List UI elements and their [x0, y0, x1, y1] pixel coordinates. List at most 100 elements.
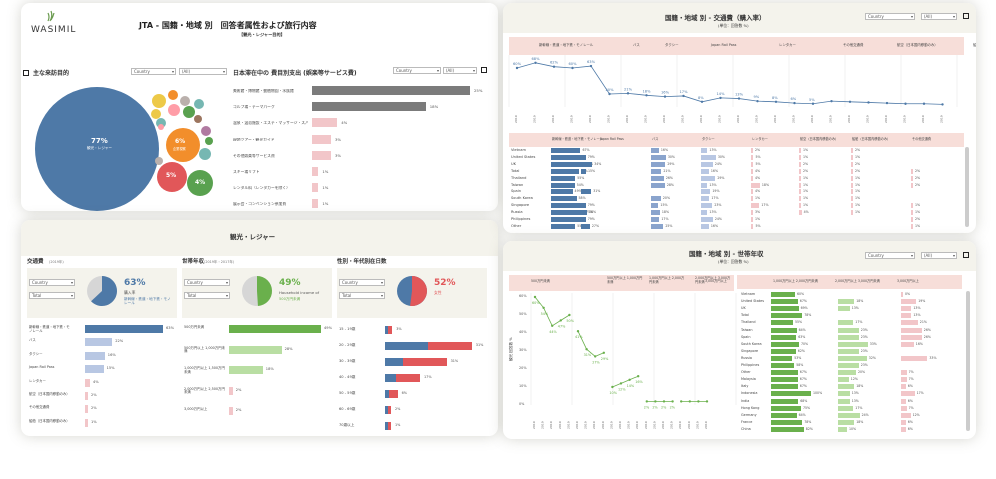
transport-cell-value: 29%	[667, 161, 675, 166]
age-value: 3%	[396, 327, 402, 331]
transport-bar[interactable]	[85, 392, 88, 400]
svg-text:5%: 5%	[809, 98, 815, 102]
age-pie[interactable]	[395, 274, 429, 308]
spend-row[interactable]: 展示会・コンベンション参加費 1%	[233, 199, 493, 211]
income-col-header: 500万円未満	[531, 279, 550, 283]
income-bar[interactable]	[229, 407, 233, 415]
purpose-bubble-chart[interactable]	[31, 79, 231, 211]
spend-row[interactable]: 美術館・博物館・動植物園・水族館 25%	[233, 86, 493, 98]
age-male-bar[interactable]	[385, 390, 390, 398]
transport-all-select[interactable]: (All)	[921, 13, 957, 20]
transport-cell-value: 27%	[591, 223, 599, 228]
age-female-bar[interactable]	[388, 406, 391, 414]
transport-bar[interactable]	[85, 405, 88, 414]
transport-title: 国籍・地域 別 - 交通費（購入率）	[665, 14, 766, 22]
spend-all-select[interactable]: (All)	[443, 67, 477, 74]
age-female-bar[interactable]	[388, 326, 393, 334]
age-female-bar[interactable]	[428, 342, 472, 350]
spend-row[interactable]: 現地ツアー・観光ガイド 3%	[233, 134, 493, 147]
income-cell-value: 64%	[798, 327, 806, 332]
income-all-select[interactable]: (All)	[921, 252, 957, 259]
transport-bar[interactable]	[85, 378, 90, 387]
income-bar[interactable]	[229, 366, 263, 374]
transport-cell-value: 16%	[660, 148, 668, 152]
transport-bar[interactable]	[85, 351, 105, 360]
expand-icon-3[interactable]	[963, 13, 969, 19]
transport-country: Other	[511, 223, 522, 228]
transport-bar[interactable]	[85, 418, 88, 427]
transport-scrollbar[interactable]	[965, 147, 969, 227]
age-male-bar[interactable]	[385, 358, 404, 366]
transport-bar[interactable]	[85, 365, 104, 374]
income-cell-bar	[901, 405, 907, 411]
purpose-country-select[interactable]: Country	[131, 68, 176, 75]
age-male-bar[interactable]	[385, 374, 397, 382]
transport-cell-value: 26%	[665, 175, 673, 180]
age-male-bar[interactable]	[385, 406, 388, 414]
income-cell-bar	[771, 334, 797, 340]
svg-text:2019: 2019	[644, 115, 648, 123]
age-female-bar[interactable]	[396, 374, 420, 382]
income-bar[interactable]	[229, 386, 233, 395]
age-female-bar[interactable]	[403, 358, 447, 366]
transport-bar[interactable]	[85, 325, 163, 333]
transport-country-select[interactable]: Country	[29, 279, 75, 286]
income-bar[interactable]	[229, 345, 282, 354]
purpose-all-select[interactable]: (All)	[179, 68, 227, 75]
transport-cell-value: 1%	[803, 203, 809, 208]
spend-label: その他娯楽等サービス費	[233, 153, 275, 158]
income-row-label: 1,000万円以上 1,500万円未満	[184, 366, 225, 374]
transport-line-svg[interactable]: 60% 68% 62% 60% 63% 20% 21% 18% 16% 17% 8% 14% 13% 9%…	[508, 55, 969, 135]
transport-row-label: 新幹線・鉄道・地下鉄・モノレール	[29, 325, 70, 333]
transport-cell-value: 29%	[717, 175, 725, 180]
transport-cell-bar	[581, 168, 586, 174]
spend-row[interactable]: その他娯楽等サービス費 3%	[233, 150, 493, 163]
expand-icon-2[interactable]	[481, 67, 487, 73]
age-female-bar[interactable]	[389, 390, 398, 398]
income-cell-bar	[901, 384, 906, 390]
transport-total-select[interactable]: Total	[29, 292, 75, 299]
income-pie[interactable]	[240, 274, 274, 308]
age-male-bar[interactable]	[385, 422, 388, 430]
income-scrollbar[interactable]	[966, 291, 970, 431]
age-country-select[interactable]: Country	[339, 279, 385, 286]
income-country-select[interactable]: Country	[184, 279, 230, 286]
age-row-label: 40 - 49歳	[339, 375, 356, 379]
transport-title: 交通費	[27, 259, 44, 265]
expand-icon[interactable]	[23, 70, 29, 76]
transport-cell-bar	[799, 203, 801, 209]
transport-bar[interactable]	[85, 338, 113, 347]
spend-row[interactable]: レンタル料（レンタカーを除く） 1%	[233, 183, 493, 195]
transport-cell-bar	[851, 210, 853, 216]
transport-cell-bar	[551, 182, 575, 188]
spend-row[interactable]: ゴルフ場・テーマパーク 18%	[233, 102, 493, 114]
svg-text:2019: 2019	[584, 421, 588, 429]
expand-icon-4[interactable]	[963, 252, 969, 258]
transport-country-select[interactable]: Country	[865, 13, 915, 20]
svg-text:2019: 2019	[718, 115, 722, 123]
transport-cell-bar	[751, 210, 753, 216]
income-bar[interactable]	[229, 325, 321, 333]
age-male-bar[interactable]	[385, 326, 388, 334]
spend-country-select[interactable]: Country	[393, 67, 441, 74]
age-male-bar[interactable]	[385, 342, 429, 350]
income-cell-bar	[838, 355, 867, 361]
age-section: 性別・年代別在日数(2019年) Country Total 52% 女性 15 - 19…	[337, 256, 487, 436]
age-female-bar[interactable]	[388, 422, 391, 430]
transport-pie[interactable]	[85, 274, 119, 308]
income-line-svg[interactable]: 60% 54% 44%47%50% 41% 31%27%29% 10%12%14%16% 2…	[530, 293, 746, 433]
transport-cell-value: 19%	[712, 189, 720, 194]
income-cell-value: 33%	[869, 341, 877, 346]
age-total-select[interactable]: Total	[339, 292, 385, 299]
svg-text:2019: 2019	[678, 421, 682, 429]
transport-value: 1%	[91, 419, 97, 424]
income-country-select[interactable]: Country	[865, 252, 915, 259]
spend-row[interactable]: スキー場リフト 1%	[233, 167, 493, 179]
income-value: 49%	[324, 326, 332, 330]
income-cell-value: 13%	[913, 313, 921, 318]
income-total-select[interactable]: Total	[184, 292, 230, 299]
income-cell-bar	[771, 299, 798, 305]
panel-income-by-country: 国籍・地域 別 - 世帯年収 (単位：回答数 %) Country (All) …	[503, 241, 976, 439]
transport-table-col: 船舶（日本国内移動のみ）	[852, 137, 891, 141]
spend-row[interactable]: 温泉・温浴施設・エステ・マッサージ・スパ 4%	[233, 118, 493, 130]
